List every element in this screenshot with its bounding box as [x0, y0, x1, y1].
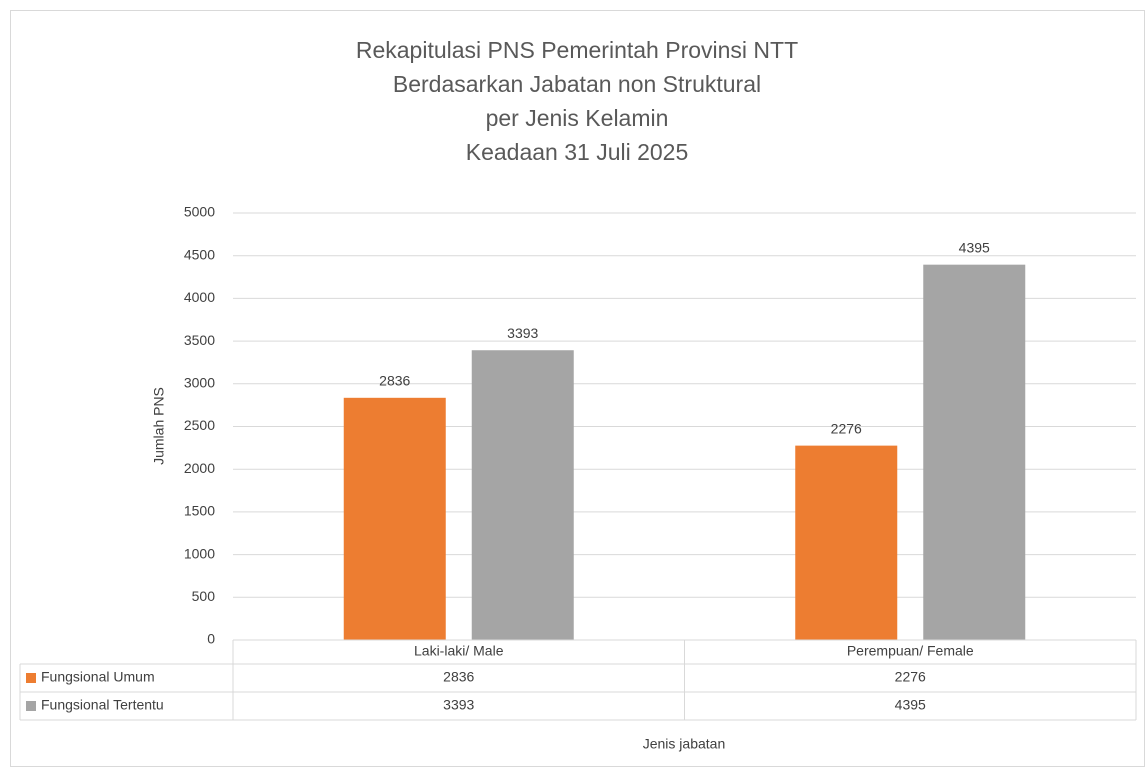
y-tick-label: 2500	[184, 417, 215, 433]
y-tick-label: 3500	[184, 332, 215, 348]
y-axis-label: Jumlah PNS	[151, 387, 167, 465]
bar	[795, 445, 898, 640]
x-axis-label: Jenis jabatan	[643, 736, 726, 752]
chart-title: per Jenis Kelamin	[486, 105, 669, 131]
y-tick-label: 1000	[184, 545, 215, 561]
table-value: 4395	[895, 697, 926, 713]
table-value: 2836	[443, 669, 474, 685]
legend-swatch	[26, 673, 36, 683]
y-tick-label: 500	[192, 588, 216, 604]
x-tick-label: Laki-laki/ Male	[414, 643, 504, 659]
table-value: 2276	[895, 669, 926, 685]
bar	[471, 350, 574, 640]
data-label: 4395	[959, 239, 990, 255]
legend-swatch	[26, 701, 36, 711]
legend-label: Fungsional Tertentu	[41, 697, 164, 713]
data-label: 2276	[831, 420, 862, 436]
chart-title: Keadaan 31 Juli 2025	[466, 139, 689, 165]
y-tick-label: 0	[207, 631, 215, 647]
bar	[343, 397, 446, 640]
chart-title: Berdasarkan Jabatan non Struktural	[393, 71, 761, 97]
y-tick-label: 5000	[184, 204, 215, 220]
y-tick-label: 2000	[184, 460, 215, 476]
chart-title: Rekapitulasi PNS Pemerintah Provinsi NTT	[356, 37, 798, 63]
y-tick-label: 4500	[184, 246, 215, 262]
table-value: 3393	[443, 697, 474, 713]
y-tick-label: 1500	[184, 503, 215, 519]
y-tick-label: 3000	[184, 375, 215, 391]
x-tick-label: Perempuan/ Female	[847, 643, 974, 659]
data-label: 2836	[379, 373, 410, 389]
data-label: 3393	[507, 325, 538, 341]
bar	[923, 264, 1026, 640]
legend-label: Fungsional Umum	[41, 669, 155, 685]
y-tick-label: 4000	[184, 289, 215, 305]
